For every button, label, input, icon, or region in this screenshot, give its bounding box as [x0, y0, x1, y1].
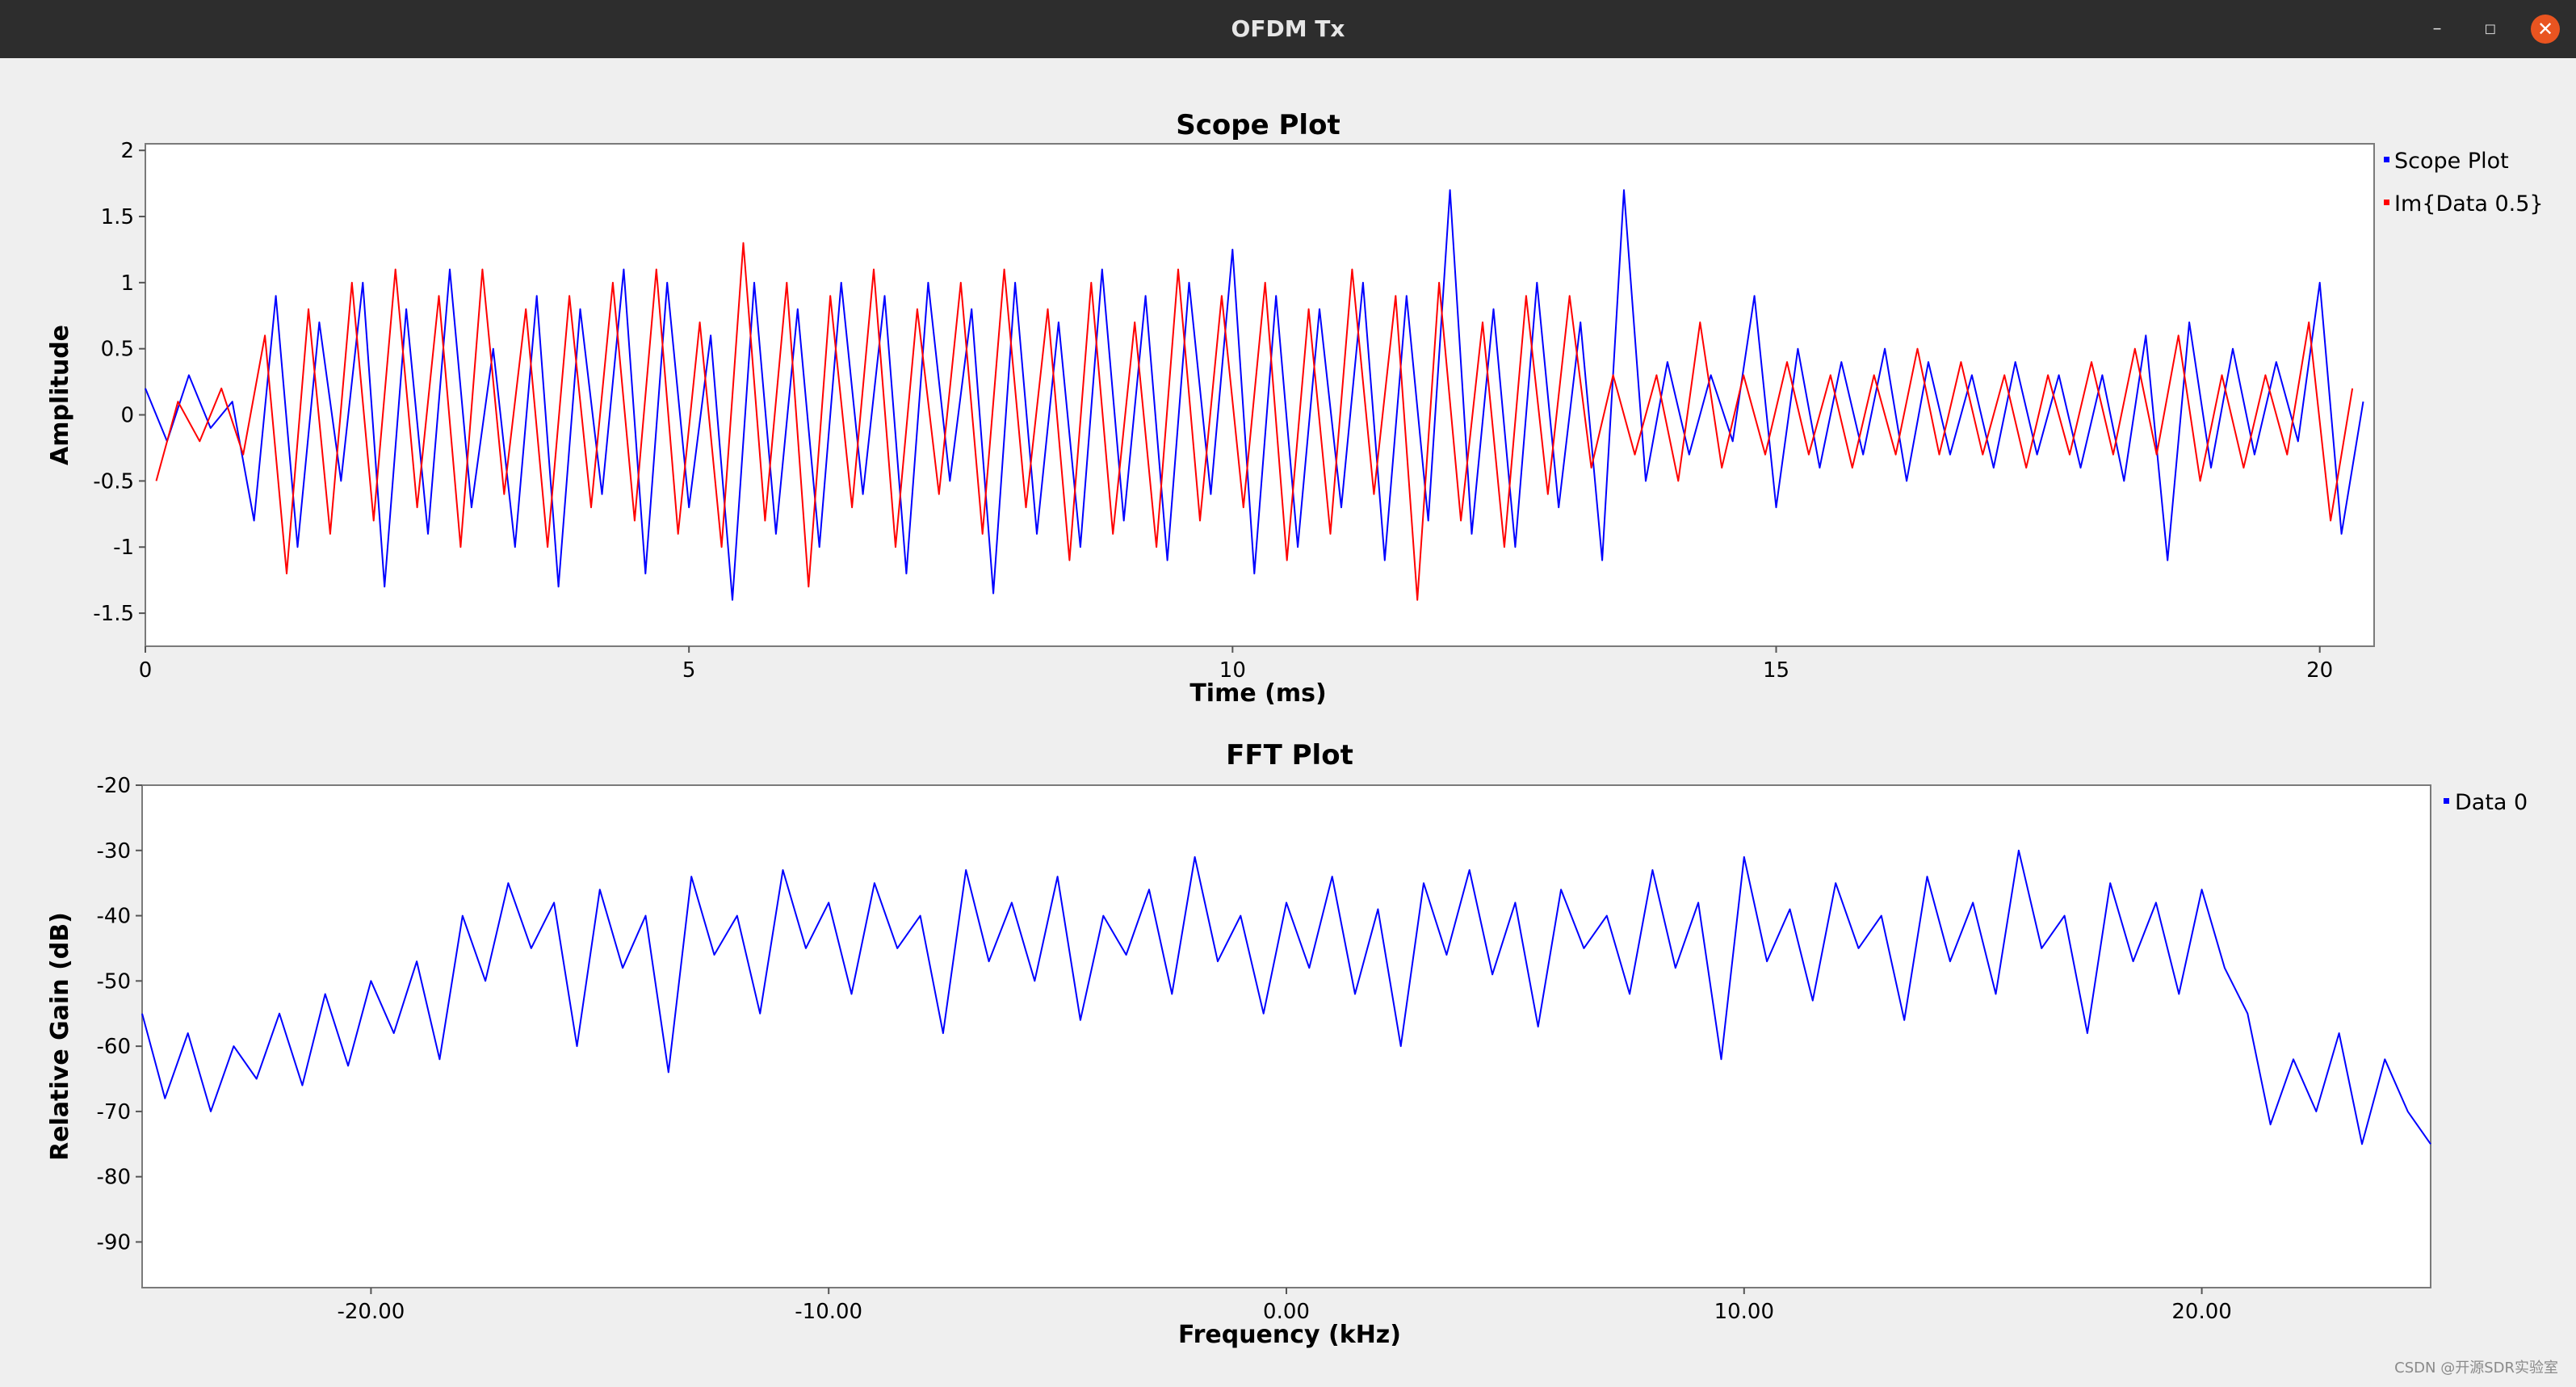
fft-plot-chart[interactable]: FFT Plot -20 -30 -40 -50 -60 -70 -80 -90 -20.00…	[0, 719, 2576, 1357]
scope-ytick-label: -0.5	[93, 469, 134, 494]
legend-label-im-data: Im{Data 0.5}	[2394, 191, 2544, 216]
fft-xtick-label: 0.00	[1263, 1300, 1310, 1324]
legend-label-data-0: Data 0	[2455, 790, 2528, 815]
watermark: CSDN @开源SDR实验室	[2394, 1360, 2558, 1376]
fft-ytick-label: -90	[97, 1230, 131, 1255]
fft-plot-title: FFT Plot	[1226, 739, 1353, 771]
fft-ytick-label: -80	[97, 1166, 131, 1190]
fft-xtick-label: 10.00	[1714, 1300, 1774, 1324]
scope-ytick-label: -1	[113, 536, 134, 560]
scope-plot-chart[interactable]: Scope Plot 21.510.50-0.5-1-1.5 0 5 10 15 20 …	[0, 81, 2576, 711]
scope-ytick-label: 0.5	[101, 338, 134, 362]
minimize-icon[interactable]: –	[2432, 19, 2442, 39]
scope-ytick-label: -1.5	[93, 602, 134, 626]
fft-xtick-label: 20.00	[2171, 1300, 2231, 1324]
window-titlebar[interactable]: OFDM Tx – ◻ ✕	[0, 0, 2576, 58]
window-title: OFDM Tx	[1231, 15, 1345, 42]
fft-xtick-label: -20.00	[337, 1300, 405, 1324]
scope-series-line-1	[155, 242, 2354, 601]
scope-plot-title: Scope Plot	[1176, 109, 1340, 141]
legend-swatch-data-0	[2444, 798, 2449, 804]
maximize-icon[interactable]: ◻	[2484, 20, 2497, 37]
scope-xtick-label: 5	[682, 658, 696, 683]
scope-xtick-label: 0	[139, 658, 153, 683]
fft-plot-ylabel: Relative Gain (dB)	[46, 912, 74, 1161]
scope-plot-ylabel: Amplitude	[46, 325, 74, 465]
fft-series-line-0	[141, 849, 2431, 1145]
fft-ytick-label: -50	[97, 969, 131, 994]
fft-ytick-label: -40	[97, 905, 131, 929]
fft-xtick-label: -10.00	[795, 1300, 862, 1324]
scope-xtick-label: 15	[1763, 658, 1789, 683]
scope-xtick-label: 10	[1219, 658, 1246, 683]
scope-ytick-label: 1	[120, 271, 134, 296]
scope-series-line-0	[145, 189, 2364, 601]
scope-ytick-label: 1.5	[101, 205, 134, 229]
fft-ytick-label: -20	[97, 774, 131, 798]
legend-label-scope-plot: Scope Plot	[2394, 149, 2509, 174]
scope-ytick-label: 0	[120, 404, 134, 428]
fft-ytick-label: -70	[97, 1100, 131, 1124]
scope-xtick-label: 20	[2306, 658, 2333, 683]
scope-ytick-label: 2	[120, 139, 134, 163]
legend-swatch-scope-plot	[2384, 157, 2389, 162]
scope-legend: Scope Plot Im{Data 0.5}	[2384, 149, 2544, 216]
close-icon[interactable]: ✕	[2531, 15, 2560, 44]
legend-swatch-im-data	[2384, 200, 2389, 205]
scope-plot-area[interactable]	[145, 143, 2375, 647]
fft-plot-area[interactable]	[141, 784, 2431, 1288]
fft-ytick-label: -30	[97, 839, 131, 864]
fft-plot-xlabel: Frequency (kHz)	[1178, 1321, 1401, 1349]
fft-legend: Data 0	[2444, 790, 2528, 815]
scope-plot-xlabel: Time (ms)	[1189, 679, 1326, 708]
fft-ytick-label: -60	[97, 1035, 131, 1059]
